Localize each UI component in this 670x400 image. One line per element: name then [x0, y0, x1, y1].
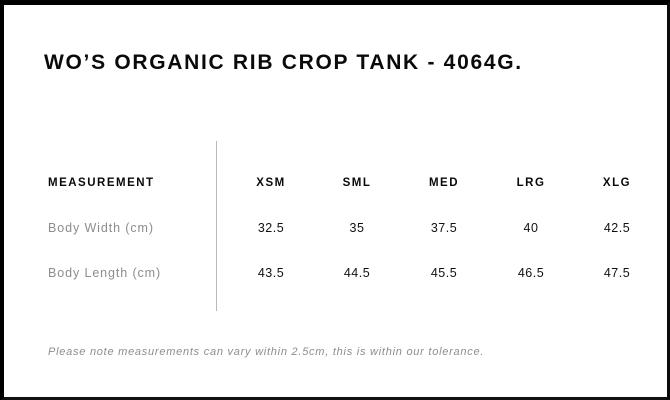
row-label-body-width: Body Width (cm)	[48, 221, 154, 235]
column-header-xsm: XSM	[256, 177, 286, 189]
column-header-xlg: XLG	[602, 177, 632, 189]
table-header-row: MEASUREMENT XSM SML MED LRG XLG	[44, 173, 644, 193]
size-guide-sheet: WO’S ORGANIC RIB CROP TANK - 4064G. MEAS…	[4, 5, 667, 397]
cell-body-width-med: 37.5	[430, 221, 458, 235]
column-header-lrg: LRG	[516, 177, 546, 189]
column-header-sml: SML	[342, 177, 372, 189]
table-row: Body Length (cm) 43.5 44.5 45.5 46.5 47.…	[44, 263, 644, 283]
row-label-body-length: Body Length (cm)	[48, 266, 162, 280]
page-title: WO’S ORGANIC RIB CROP TANK - 4064G.	[44, 51, 523, 74]
cell-body-length-xsm: 43.5	[257, 266, 285, 280]
cell-body-length-xlg: 47.5	[603, 266, 631, 280]
cell-body-width-lrg: 40	[523, 221, 539, 235]
cell-body-width-xsm: 32.5	[257, 221, 285, 235]
table-vertical-divider	[216, 141, 217, 311]
table-row: Body Width (cm) 32.5 35 37.5 40 42.5	[44, 218, 644, 238]
cell-body-length-sml: 44.5	[343, 266, 371, 280]
tolerance-note: Please note measurements can vary within…	[48, 346, 485, 358]
cell-body-width-xlg: 42.5	[603, 221, 631, 235]
cell-body-length-lrg: 46.5	[517, 266, 545, 280]
cell-body-width-sml: 35	[349, 221, 365, 235]
column-header-med: MED	[428, 177, 460, 189]
cell-body-length-med: 45.5	[430, 266, 458, 280]
column-header-measurement: MEASUREMENT	[48, 177, 155, 189]
